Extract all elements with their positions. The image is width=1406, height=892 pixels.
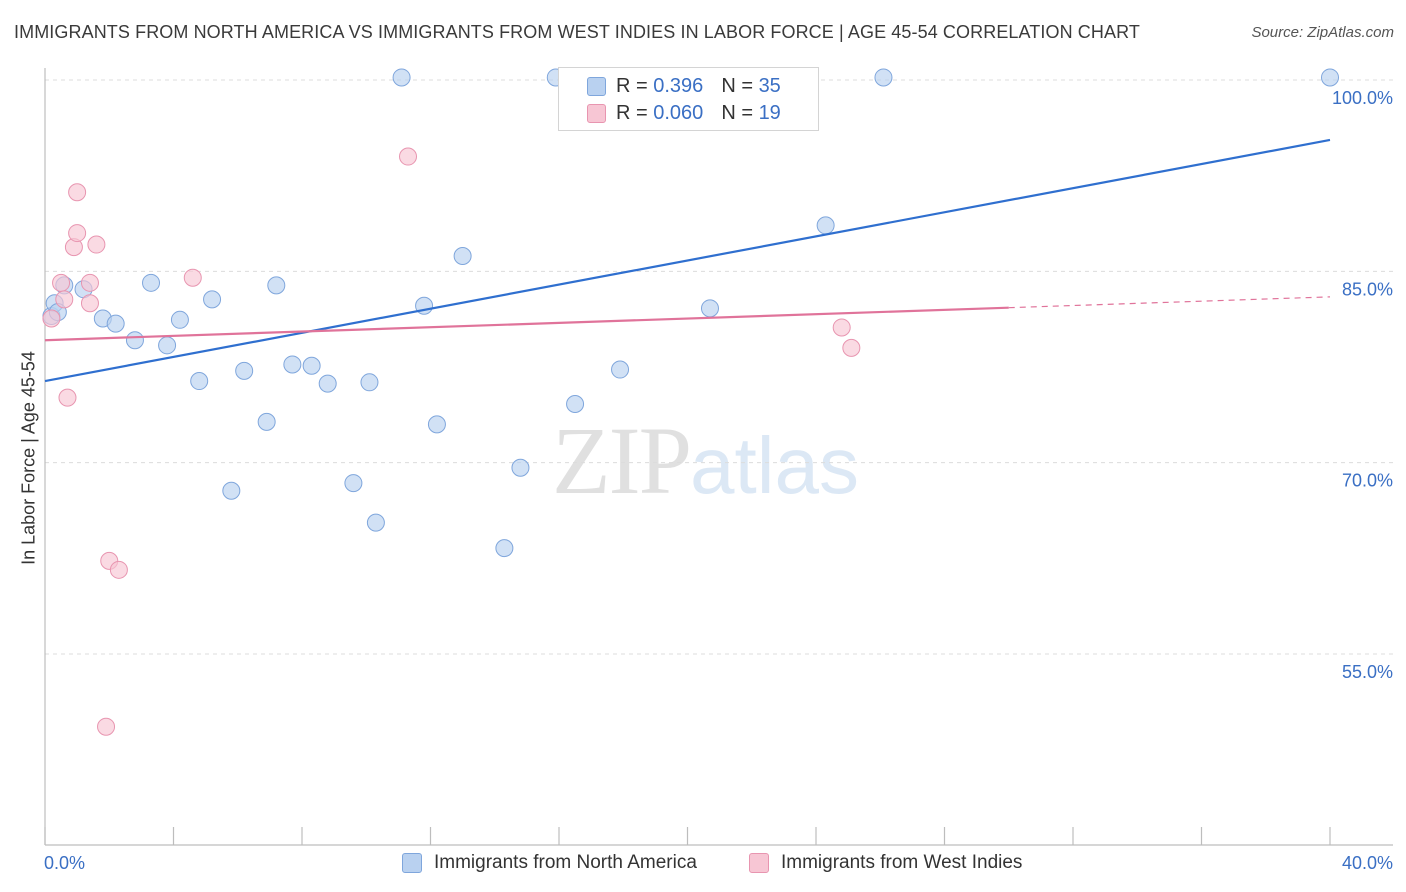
stats-legend: R = 0.396 N = 35 R = 0.060 N = 19 [558,67,819,131]
data-point-north-america [125,331,144,350]
data-point-north-america [495,539,514,558]
data-point-north-america [318,374,337,393]
data-point-north-america [142,273,161,292]
data-point-north-america [453,247,472,266]
legend-r-label: R = [616,101,648,124]
data-point-north-america [566,394,585,413]
legend-item-north-america: Immigrants from North America [402,852,697,874]
data-point-north-america [366,513,385,532]
data-point-north-america [511,458,530,477]
data-point-north-america [874,68,893,87]
data-point-north-america [392,68,411,87]
trend-line-west-indies [44,306,1009,342]
data-point-west-indies [52,273,71,292]
legend-item-west-indies: Immigrants from West Indies [749,852,1022,874]
legend-n-label: N = [721,101,753,124]
data-point-west-indies [80,273,99,292]
data-point-west-indies [80,294,99,313]
y-tick-label: 55.0% [1342,662,1393,682]
legend-r-label: R = [616,74,648,97]
legend-swatch-blue [402,853,422,873]
data-point-north-america [283,355,302,374]
legend-n-label: N = [721,74,753,97]
data-point-north-america [106,314,125,333]
data-point-north-america [203,290,222,309]
data-point-north-america [302,356,321,375]
data-point-west-indies [399,147,418,166]
data-point-north-america [222,481,241,500]
watermark-atlas: atlas [690,421,859,510]
data-point-west-indies [87,235,106,254]
source-credit: Source: ZipAtlas.com [1251,24,1394,41]
data-point-west-indies [97,717,116,736]
series-legend: Immigrants from North America Immigrants… [0,852,1406,878]
legend-n-value: 35 [758,74,781,97]
legend-label-west-indies: Immigrants from West Indies [781,852,1023,873]
legend-label-north-america: Immigrants from North America [434,852,697,873]
legend-n-value: 19 [758,101,781,124]
legend-swatch-blue [587,76,606,96]
data-point-north-america [360,373,379,392]
legend-row-west-indies: R = 0.060 N = 19 [559,100,781,126]
data-point-north-america [611,360,630,379]
data-point-north-america [427,415,446,434]
watermark: ZIPatlas [552,405,859,516]
trend-line-west-indies-extension [1008,296,1331,309]
data-point-north-america [816,216,835,235]
data-point-west-indies [68,224,87,243]
data-point-west-indies [42,309,61,328]
watermark-zip: ZIP [552,407,692,514]
data-point-west-indies [58,388,77,407]
data-point-west-indies [832,318,851,337]
trend-line-north-america [44,138,1331,383]
x-tick-label: 40.0% [1342,853,1393,873]
y-tick-label: 85.0% [1342,279,1393,299]
data-point-north-america [267,276,286,295]
data-point-north-america [344,474,363,493]
legend-row-north-america: R = 0.396 N = 35 [559,73,781,99]
data-point-north-america [700,299,719,318]
data-point-north-america [235,361,254,380]
data-point-west-indies [55,290,74,309]
data-point-west-indies [842,338,861,357]
y-tick-label: 70.0% [1342,471,1393,491]
legend-r-value: 0.060 [653,101,704,124]
data-point-west-indies [183,268,202,287]
data-point-north-america [257,412,276,431]
data-point-west-indies [109,560,128,579]
legend-swatch-pink [749,853,769,873]
legend-swatch-pink [587,103,606,123]
legend-r-value: 0.396 [653,74,704,97]
y-axis-label: In Labor Force | Age 45-54 [18,351,39,565]
data-point-north-america [170,310,189,329]
y-tick-label: 100.0% [1332,88,1393,108]
x-tick-label: 0.0% [44,853,85,873]
data-point-north-america [1321,68,1339,87]
data-point-west-indies [68,183,87,202]
data-point-north-america [190,372,209,391]
chart-title: IMMIGRANTS FROM NORTH AMERICA VS IMMIGRA… [14,22,1140,42]
data-point-north-america [158,336,177,355]
